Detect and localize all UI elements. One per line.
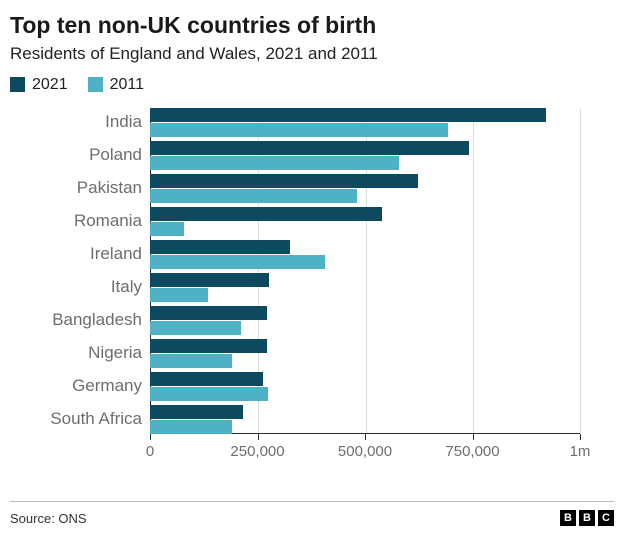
- spacer: [10, 464, 614, 501]
- bar-2011-south-africa: [150, 419, 233, 434]
- page-subtitle: Residents of England and Wales, 2021 and…: [10, 43, 378, 63]
- bar-2021-south-africa: [150, 404, 244, 419]
- axis-tick: [580, 433, 581, 440]
- bar-group: [150, 338, 580, 368]
- bar-group: [150, 107, 580, 137]
- axis-tick-label: 0: [145, 442, 155, 460]
- axis-tick: [472, 433, 474, 440]
- bar-group: [150, 239, 580, 269]
- legend-label-2011: 2011: [109, 75, 144, 93]
- bar-2021-nigeria: [150, 338, 267, 353]
- category-label: Germany: [72, 376, 142, 396]
- bar-2011-nigeria: [150, 353, 233, 368]
- logo-letter: C: [598, 510, 614, 526]
- logo-letter: B: [579, 510, 595, 526]
- bar-2011-bangladesh: [150, 320, 242, 335]
- axis-tick: [365, 433, 366, 440]
- bar-2011-italy: [150, 287, 209, 302]
- axis-tick: [257, 433, 259, 440]
- bar-2021-romania: [150, 206, 382, 221]
- category-label: Bangladesh: [52, 310, 142, 330]
- chart-rows: India Poland Pakistan Romania Ireland Italy Ba…: [10, 107, 580, 434]
- chart-row: South Africa: [10, 404, 580, 434]
- page-title: Top ten non-UK countries of birth: [10, 12, 377, 38]
- axis-tick-label: 500,000: [337, 442, 393, 460]
- category-label: Ireland: [90, 244, 142, 264]
- bar-group: [150, 404, 580, 434]
- chart-row: India: [10, 107, 580, 137]
- chart-row: Germany: [10, 371, 580, 401]
- gridlines: [150, 107, 581, 434]
- bar-2021-ireland: [150, 239, 290, 254]
- category-label: Nigeria: [88, 343, 142, 363]
- chart-row: Pakistan: [10, 173, 580, 203]
- axis-tick: [150, 433, 151, 440]
- bar-chart: India Poland Pakistan Romania Ireland Italy Ba…: [10, 107, 614, 464]
- bar-group: [150, 140, 580, 170]
- bar-group: [150, 272, 580, 302]
- legend-item-2021: 2021: [10, 76, 68, 94]
- category-label: Poland: [89, 145, 142, 165]
- logo-letter: B: [560, 510, 576, 526]
- bar-2021-india: [150, 107, 546, 122]
- bar-2021-pakistan: [150, 173, 419, 188]
- x-axis: 0 250,000 500,000 750,000 1m: [146, 433, 590, 464]
- gridline: [365, 107, 367, 433]
- axis-tick-label: 750,000: [445, 442, 500, 460]
- legend-swatch-2021: [10, 77, 25, 93]
- gridline: [472, 107, 474, 433]
- chart-legend: 2021 2011: [10, 76, 614, 94]
- bar-group: [150, 305, 580, 335]
- axis-tick-label: 250,000: [230, 442, 285, 460]
- chart-row: Nigeria: [10, 338, 580, 368]
- axis-tick-label: 1m: [569, 442, 591, 460]
- gridline: [258, 107, 260, 433]
- bar-2011-pakistan: [150, 188, 358, 203]
- legend-label-2021: 2021: [32, 75, 68, 93]
- chart-row: Bangladesh: [10, 305, 580, 335]
- bar-2021-bangladesh: [150, 305, 268, 320]
- bar-2021-italy: [150, 272, 270, 287]
- category-label: Italy: [110, 277, 142, 297]
- bar-2011-ireland: [150, 254, 325, 269]
- chart-row: Poland: [10, 140, 580, 170]
- chart-row: Romania: [10, 206, 580, 236]
- bar-group: [150, 173, 580, 203]
- category-label: Pakistan: [76, 178, 142, 198]
- category-label: Romania: [73, 211, 142, 231]
- chart-row: Ireland: [10, 239, 580, 269]
- chart-row: Italy: [10, 272, 580, 302]
- gridline: [580, 107, 581, 433]
- category-label: South Africa: [50, 409, 142, 429]
- bar-2011-india: [150, 122, 449, 137]
- bar-2011-germany: [150, 386, 268, 401]
- category-label: India: [105, 112, 142, 132]
- bar-2011-poland: [150, 155, 399, 170]
- bar-2011-romania: [150, 221, 185, 236]
- bar-group: [150, 371, 580, 401]
- bar-2021-germany: [150, 371, 264, 386]
- source-label: Source: ONS: [10, 510, 87, 526]
- legend-swatch-2011: [87, 77, 103, 93]
- legend-item-2011: 2011: [87, 75, 144, 94]
- plot-area: India Poland Pakistan Romania Ireland Italy Ba…: [10, 107, 581, 434]
- bar-group: [150, 206, 580, 236]
- bar-2021-poland: [150, 140, 470, 155]
